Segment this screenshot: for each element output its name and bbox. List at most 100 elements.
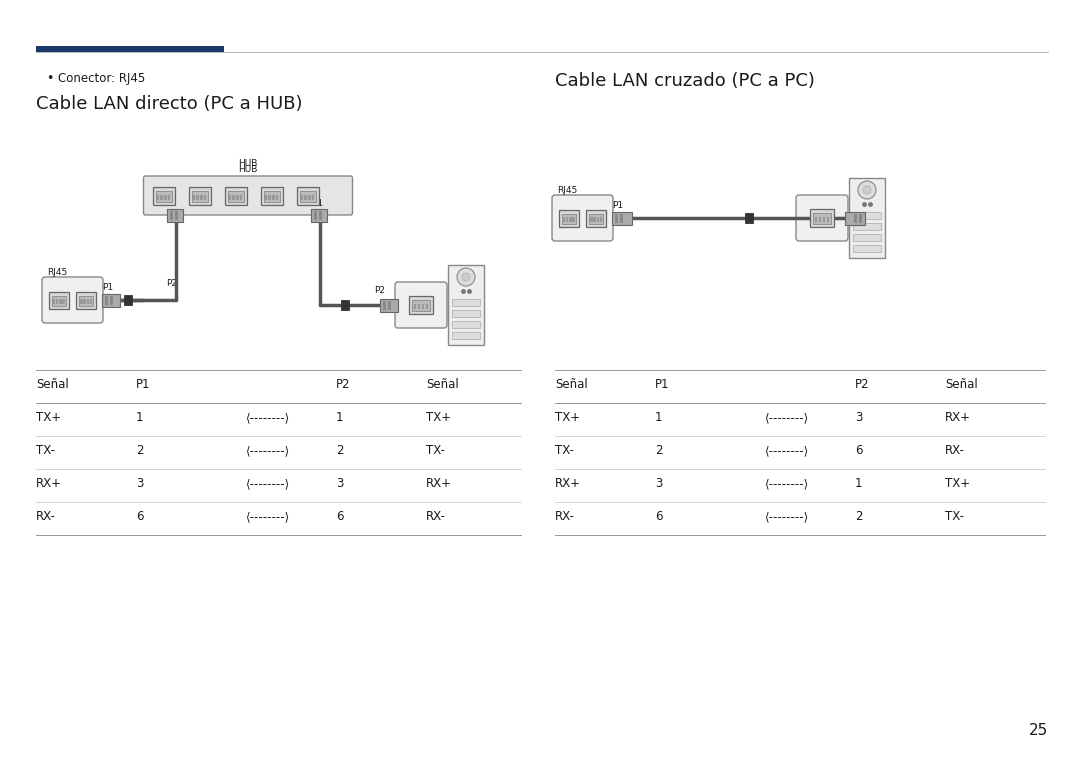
Text: RJ45: RJ45 — [557, 186, 577, 195]
Bar — [590, 217, 593, 221]
Bar — [453, 332, 480, 339]
Bar — [228, 191, 243, 201]
Bar — [853, 212, 881, 219]
Bar — [299, 191, 315, 201]
Bar — [453, 321, 480, 328]
Text: 1: 1 — [855, 477, 863, 490]
Bar — [859, 214, 862, 223]
Text: HUB: HUB — [239, 159, 258, 168]
Bar — [80, 298, 82, 304]
Bar — [823, 217, 825, 222]
Bar — [164, 195, 166, 199]
Bar — [311, 208, 327, 221]
Bar — [620, 214, 623, 223]
Bar — [49, 291, 69, 308]
Bar — [191, 191, 207, 201]
Bar — [300, 195, 303, 199]
Text: TX+: TX+ — [36, 411, 62, 424]
Bar — [200, 195, 203, 199]
Bar — [102, 294, 120, 307]
Bar — [849, 178, 885, 258]
Text: Señal: Señal — [945, 378, 977, 391]
Text: •: • — [46, 72, 53, 85]
Text: RJ45: RJ45 — [48, 268, 67, 277]
Text: TX+: TX+ — [555, 411, 580, 424]
Text: 2: 2 — [855, 510, 863, 523]
Bar — [152, 186, 175, 204]
FancyBboxPatch shape — [144, 176, 352, 215]
Bar — [204, 195, 206, 199]
Bar — [260, 186, 283, 204]
Bar — [819, 217, 821, 222]
Bar — [189, 186, 211, 204]
Text: TX-: TX- — [426, 444, 445, 457]
Bar — [124, 295, 132, 305]
Bar — [600, 217, 603, 221]
Text: RX-: RX- — [36, 510, 56, 523]
FancyBboxPatch shape — [796, 195, 848, 241]
Bar — [453, 310, 480, 317]
Text: 6: 6 — [336, 510, 343, 523]
Text: 3: 3 — [654, 477, 662, 490]
Text: ⟨--------⟩: ⟨--------⟩ — [246, 510, 291, 523]
Bar — [341, 300, 349, 310]
Text: P2: P2 — [374, 286, 384, 295]
Circle shape — [457, 268, 475, 286]
Bar — [269, 195, 271, 199]
Bar — [558, 210, 579, 227]
Bar — [79, 295, 93, 305]
Bar — [314, 211, 318, 220]
Bar — [197, 195, 199, 199]
Bar — [297, 186, 319, 204]
Bar — [105, 295, 108, 304]
Bar — [409, 296, 433, 314]
Text: Señal: Señal — [36, 378, 69, 391]
Bar — [853, 223, 881, 230]
Text: RX+: RX+ — [426, 477, 453, 490]
Text: P2: P2 — [855, 378, 869, 391]
Bar — [240, 195, 242, 199]
Text: RX+: RX+ — [945, 411, 971, 424]
Text: 1: 1 — [136, 411, 144, 424]
Bar — [418, 304, 420, 309]
Text: TX+: TX+ — [945, 477, 970, 490]
Bar — [563, 217, 565, 221]
Bar — [827, 217, 829, 222]
Text: RX-: RX- — [555, 510, 575, 523]
Bar — [232, 195, 235, 199]
Bar — [59, 298, 62, 304]
Text: TX-: TX- — [555, 444, 573, 457]
Bar — [275, 195, 279, 199]
Text: ⟨--------⟩: ⟨--------⟩ — [765, 477, 809, 490]
Text: P1: P1 — [312, 199, 323, 208]
Bar — [388, 301, 391, 310]
Text: 2: 2 — [654, 444, 662, 457]
Text: 6: 6 — [855, 444, 863, 457]
Bar — [744, 213, 753, 223]
Bar — [312, 195, 314, 199]
Bar — [845, 211, 865, 224]
Bar — [612, 211, 632, 224]
Bar — [237, 195, 239, 199]
Bar — [615, 214, 618, 223]
Bar — [167, 195, 171, 199]
Circle shape — [863, 186, 870, 194]
Text: 6: 6 — [654, 510, 662, 523]
Text: RX+: RX+ — [36, 477, 62, 490]
Bar — [593, 217, 596, 221]
FancyBboxPatch shape — [42, 277, 103, 323]
Bar — [572, 217, 575, 221]
Bar — [272, 195, 274, 199]
Text: P2: P2 — [851, 199, 862, 208]
FancyBboxPatch shape — [552, 195, 613, 241]
Bar — [383, 301, 386, 310]
Text: 25: 25 — [1029, 723, 1048, 738]
Bar — [52, 295, 66, 305]
Text: TX-: TX- — [945, 510, 964, 523]
Bar — [562, 214, 576, 224]
Bar — [853, 234, 881, 241]
Bar — [305, 195, 307, 199]
Text: 3: 3 — [336, 477, 343, 490]
Bar — [36, 46, 224, 52]
Circle shape — [462, 273, 470, 281]
